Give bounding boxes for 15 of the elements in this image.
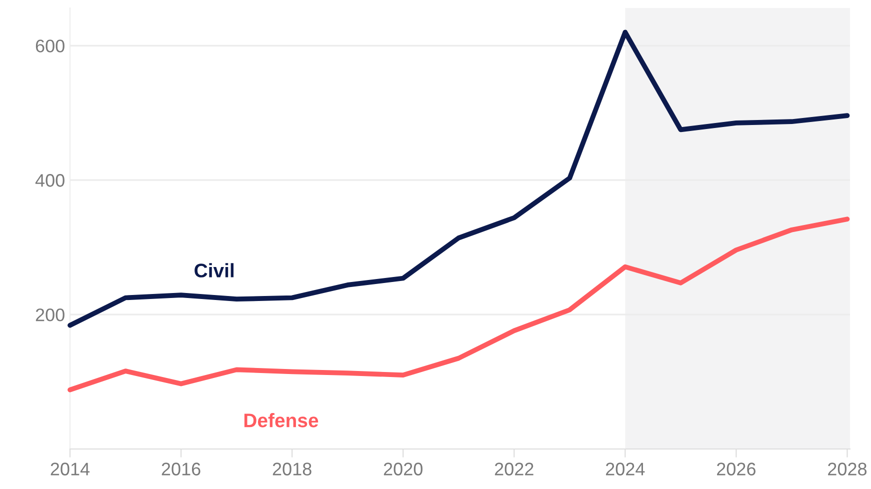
line-series <box>68 216 850 392</box>
line-series <box>68 30 850 328</box>
series-label: Civil <box>194 263 234 278</box>
x-tick-label: 2020 <box>384 462 422 476</box>
text: Defense <box>244 413 318 428</box>
x-tick-label: 2024 <box>606 462 645 476</box>
x-tick-label: 2014 <box>50 462 90 476</box>
x-tick-label: 2028 <box>828 462 867 476</box>
x-tick-label: 2022 <box>494 462 534 476</box>
y-tick-label: 200 <box>36 308 64 322</box>
x-tick-label: 2016 <box>162 462 200 476</box>
y-tick-label: 400 <box>35 174 64 187</box>
x-tick-label: 2018 <box>272 462 312 476</box>
x-tick-label: 2026 <box>717 462 756 476</box>
y-tick-label: 600 <box>36 40 64 52</box>
